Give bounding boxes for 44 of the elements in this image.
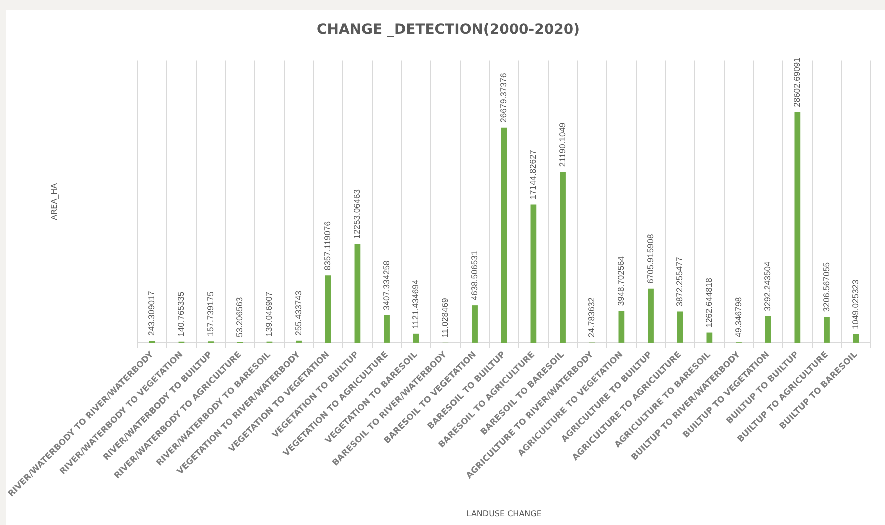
data-label: 140.765335 [176, 292, 186, 337]
data-label: 12253.06463 [352, 189, 362, 240]
bar [530, 204, 537, 343]
bar [618, 311, 625, 343]
data-label: 26679.37376 [498, 72, 509, 123]
bar [706, 332, 713, 343]
bar [794, 112, 801, 343]
data-label: 157.739175 [205, 292, 216, 337]
data-label: 53.206563 [234, 297, 245, 338]
bar [501, 128, 508, 343]
data-label: 24.783632 [586, 297, 597, 338]
x-axis-title: LANDUSE CHANGE [466, 509, 542, 518]
bar [413, 334, 420, 343]
bar [325, 276, 332, 343]
data-label: 8357.119076 [322, 221, 333, 271]
chart-title: CHANGE _DETECTION(2000-2020) [317, 22, 580, 38]
data-label: 3292.243504 [762, 262, 773, 312]
data-label: 21190.1049 [557, 122, 568, 168]
data-label: 6705.915908 [645, 234, 656, 284]
data-label: 139.046907 [264, 292, 274, 337]
data-label: 4638.506531 [469, 250, 480, 301]
bar [824, 317, 830, 343]
bar [853, 334, 860, 343]
data-label: 255.433743 [293, 290, 304, 336]
bar [384, 315, 390, 343]
data-label: 3206.567055 [821, 262, 832, 312]
data-label: 17144.82627 [528, 150, 538, 200]
bar [677, 312, 684, 343]
bar [354, 244, 361, 343]
bar [648, 288, 654, 343]
data-label: 3872.255477 [674, 256, 685, 307]
data-label: 1049.025323 [850, 280, 861, 330]
bar [765, 316, 772, 343]
data-label: 28602.69091 [792, 57, 802, 108]
bar [560, 172, 566, 343]
data-label: 49.346798 [733, 297, 744, 338]
bar [472, 306, 478, 343]
data-label: 3948.702564 [616, 256, 626, 306]
data-label: 1121.434694 [410, 280, 421, 329]
data-label: 243.309017 [146, 290, 157, 336]
y-axis-title: AREA_HA [50, 182, 59, 220]
data-label: 3407.334258 [381, 260, 392, 310]
data-label: 11.028469 [440, 298, 450, 338]
data-label: 1262.644818 [704, 278, 714, 328]
